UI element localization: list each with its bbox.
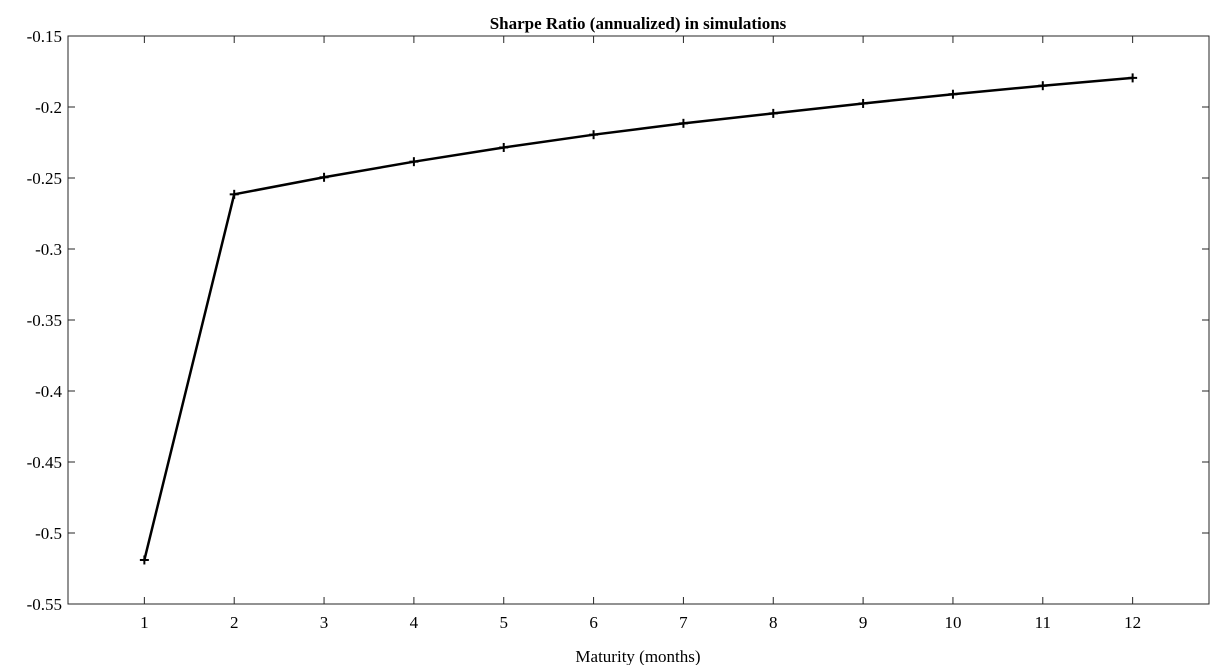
data-point-marker <box>1038 81 1048 91</box>
x-tick-label: 5 <box>499 613 508 632</box>
y-tick-label: -0.5 <box>35 524 62 543</box>
x-axis-title: Maturity (months) <box>575 647 700 665</box>
data-point-marker <box>499 142 509 152</box>
y-tick-label: -0.55 <box>27 595 62 614</box>
x-tick-label: 2 <box>230 613 239 632</box>
y-tick-label: -0.35 <box>27 311 62 330</box>
x-tick-label: 1 <box>140 613 149 632</box>
data-point-marker <box>409 157 419 167</box>
x-tick-label: 12 <box>1124 613 1141 632</box>
data-point-marker <box>768 108 778 118</box>
data-point-marker <box>1128 73 1138 83</box>
y-tick-label: -0.15 <box>27 27 62 46</box>
y-tick-label: -0.25 <box>27 169 62 188</box>
data-point-marker <box>229 189 239 199</box>
data-point-marker <box>948 89 958 99</box>
x-axis: 1 2 3 4 5 6 7 8 9 10 11 12 <box>140 36 1141 632</box>
y-axis: -0.15 -0.2 -0.25 -0.3 -0.35 -0.4 -0.45 -0.5 -0.5… <box>27 27 1209 614</box>
series-line <box>143 76 1133 561</box>
x-tick-label: 6 <box>589 613 598 632</box>
x-tick-label: 4 <box>410 613 419 632</box>
chart-title: Sharpe Ratio (annualized) in simulations <box>490 14 787 33</box>
x-tick-label: 7 <box>679 613 688 632</box>
data-point-marker <box>319 172 329 182</box>
data-point-marker <box>589 130 599 140</box>
y-tick-label: -0.2 <box>35 98 62 117</box>
x-tick-label: 3 <box>320 613 329 632</box>
plot-area-frame <box>67 35 1210 605</box>
y-tick-label: -0.4 <box>35 382 62 401</box>
x-tick-label: 10 <box>944 613 961 632</box>
data-point-marker <box>139 555 149 565</box>
data-point-marker <box>678 118 688 128</box>
x-tick-label: 9 <box>859 613 868 632</box>
x-tick-label: 8 <box>769 613 778 632</box>
x-tick-label: 11 <box>1035 613 1051 632</box>
data-point-marker <box>858 98 868 108</box>
series-layer <box>139 73 1138 565</box>
y-tick-label: -0.45 <box>27 453 62 472</box>
y-tick-label: -0.3 <box>35 240 62 259</box>
